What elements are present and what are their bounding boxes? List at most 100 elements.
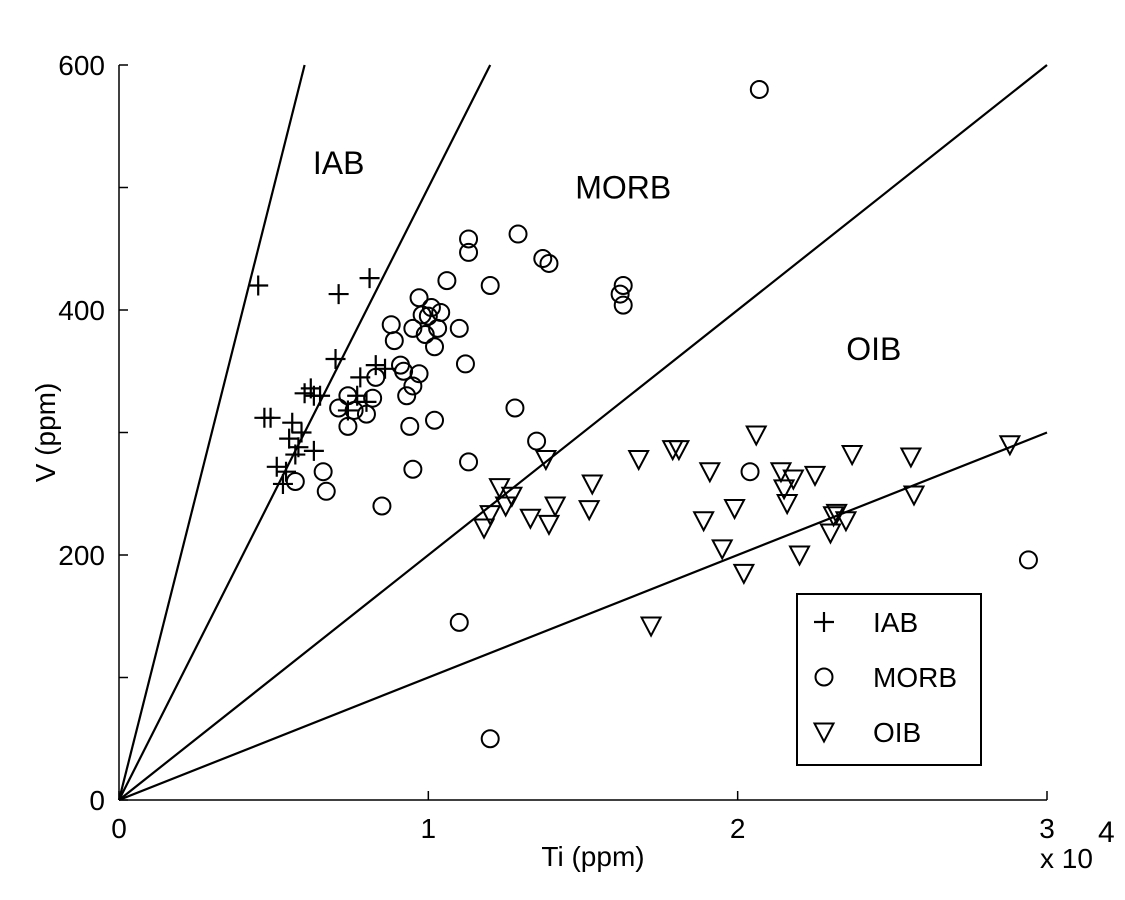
morb-point <box>449 318 469 338</box>
morb-point <box>480 729 500 749</box>
y-tick-label: 600 <box>58 50 105 81</box>
x-tick-label: 2 <box>730 813 746 844</box>
oib-point <box>692 511 715 533</box>
morb-point <box>425 410 445 430</box>
oib-point <box>500 486 524 508</box>
iab-point <box>328 284 349 305</box>
oib-point <box>639 616 663 638</box>
oib-point <box>745 425 768 447</box>
x-axis-label: Ti (ppm) <box>541 841 644 872</box>
oib-point <box>732 563 756 586</box>
oib-point <box>519 508 542 530</box>
oib-point <box>782 469 805 491</box>
morb-point <box>363 388 383 408</box>
morb-point <box>381 315 401 335</box>
morb-point <box>409 288 429 308</box>
morb-point <box>285 472 305 491</box>
iab-point <box>356 391 377 412</box>
legend-label-morb: MORB <box>873 662 957 693</box>
region-label-morb: MORB <box>575 170 671 206</box>
oib-point <box>627 449 650 472</box>
iab-point <box>288 437 309 458</box>
reference-line-3 <box>118 64 1048 801</box>
oib-point <box>902 485 926 507</box>
morb-point <box>459 452 479 472</box>
morb-point <box>480 276 500 295</box>
y-tick-label: 0 <box>89 785 105 816</box>
oib-point <box>537 514 561 537</box>
iab-point <box>276 461 297 482</box>
morb-point <box>749 80 769 99</box>
morb-point <box>455 354 475 374</box>
morb-point <box>437 271 457 291</box>
morb-point <box>533 249 553 269</box>
oib-point <box>834 511 858 533</box>
morb-point <box>316 481 336 501</box>
legend-label-oib: OIB <box>873 717 921 748</box>
morb-point <box>421 298 441 318</box>
iab-point <box>272 473 293 494</box>
iab-point <box>365 355 386 376</box>
oib-point <box>788 545 811 567</box>
region-label-oib: OIB <box>846 331 901 367</box>
region-labels: IAB MORB OIB <box>313 145 901 367</box>
oib-point <box>825 503 848 525</box>
oib-point <box>667 440 691 462</box>
morb-point <box>400 416 420 436</box>
legend-label-iab: IAB <box>873 607 918 638</box>
legend-marker-oib <box>812 722 836 744</box>
morb-point <box>313 462 333 482</box>
y-tick-label: 400 <box>58 295 105 326</box>
y-tick-label: 200 <box>58 540 105 571</box>
morb-point <box>409 364 429 384</box>
morb-point <box>425 337 445 357</box>
morb-point <box>397 386 417 406</box>
legend-marker-iab <box>814 612 834 632</box>
reference-lines <box>117 64 1048 802</box>
iab-point <box>266 456 287 477</box>
oib-point <box>544 496 567 518</box>
x-scale-exponent: 4 <box>1098 816 1115 849</box>
morb-point <box>740 462 760 482</box>
morb-point <box>1018 550 1038 570</box>
oib-point <box>899 447 923 469</box>
morb-point <box>431 302 451 322</box>
oib-point <box>479 505 502 527</box>
morb-point <box>403 376 423 396</box>
morb-point <box>449 612 469 632</box>
morb-point <box>384 331 404 351</box>
morb-point <box>329 398 349 418</box>
oib-point <box>723 498 746 521</box>
oib-point <box>772 479 796 501</box>
region-label-iab: IAB <box>313 145 365 181</box>
iab-point <box>303 440 324 461</box>
morb-point <box>418 306 438 326</box>
oib-point <box>494 496 517 518</box>
oib-point <box>998 435 1022 457</box>
morb-point <box>366 367 386 387</box>
morb-point <box>344 400 364 420</box>
morb-point <box>372 496 392 516</box>
morb-point <box>610 284 630 304</box>
morb-point <box>539 253 559 273</box>
iab-point <box>282 412 303 433</box>
morb-point <box>505 398 525 418</box>
morb-point <box>613 276 633 295</box>
morb-point <box>459 229 479 249</box>
oib-point <box>578 500 601 522</box>
iab-point <box>260 407 281 428</box>
legend: IAB MORB OIB <box>796 593 982 766</box>
x-tick-label: 3 <box>1039 813 1055 844</box>
x-scale-multiplier: x 10 <box>1040 843 1093 874</box>
oib-point <box>776 494 799 516</box>
iab-point <box>310 385 331 406</box>
oib-point <box>819 523 842 545</box>
morb-point <box>394 361 414 381</box>
oib-point <box>840 445 864 467</box>
morb-point <box>459 242 479 262</box>
legend-marker-morb <box>814 667 834 687</box>
oib-point <box>534 449 558 472</box>
morb-point <box>415 325 435 344</box>
morb-point <box>403 318 423 338</box>
